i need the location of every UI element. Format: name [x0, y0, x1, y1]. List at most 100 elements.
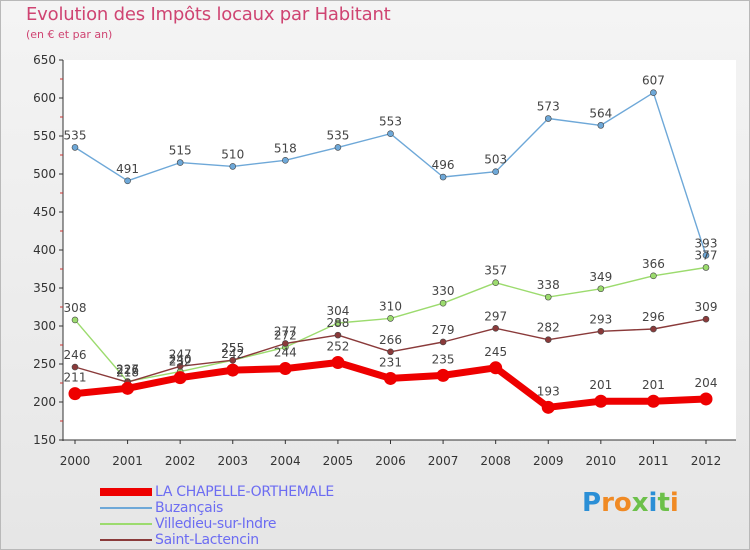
data-label: 338 [537, 278, 560, 292]
x-tick-label: 2003 [217, 454, 248, 468]
logo-letter: t [657, 488, 670, 518]
data-point [331, 355, 345, 369]
proxiti-logo: Proxiti [582, 488, 679, 518]
y-tick-label: 500 [33, 167, 56, 181]
legend-label: Saint-Lactencin [155, 532, 259, 548]
data-label: 330 [432, 284, 455, 298]
y-tick-label: 300 [33, 319, 56, 333]
data-point [702, 252, 710, 259]
data-point [173, 371, 187, 385]
x-tick-label: 2005 [323, 454, 354, 468]
data-label: 349 [589, 270, 612, 284]
x-tick-label: 2007 [428, 454, 459, 468]
x-tick-label: 2009 [533, 454, 564, 468]
x-tick-label: 2011 [638, 454, 669, 468]
data-point [71, 144, 79, 151]
data-point [282, 157, 289, 164]
data-point [387, 315, 394, 322]
legend-label: LA CHAPELLE-ORTHEMALE [155, 484, 334, 500]
data-label: 518 [274, 141, 297, 155]
data-label: 293 [589, 312, 612, 326]
data-point [387, 130, 394, 138]
data-point [699, 392, 713, 406]
data-point [282, 340, 289, 347]
data-point [387, 348, 394, 356]
data-label: 607 [642, 74, 665, 88]
data-label: 535 [326, 128, 349, 142]
data-label: 357 [484, 264, 507, 278]
chart-subtitle: (en € et par an) [26, 28, 113, 41]
data-point [544, 115, 552, 122]
data-label: 310 [379, 299, 402, 313]
y-tick-label: 400 [33, 243, 56, 257]
x-tick-label: 2012 [691, 454, 722, 468]
data-label: 235 [432, 352, 455, 366]
data-point [71, 363, 79, 371]
data-label: 393 [695, 236, 718, 250]
data-label: 553 [379, 115, 402, 129]
data-label: 366 [642, 257, 665, 271]
data-point [650, 325, 657, 333]
data-label: 503 [484, 153, 507, 167]
data-label: 297 [484, 309, 507, 323]
x-tick-label: 2002 [165, 454, 196, 468]
data-label: 246 [64, 348, 87, 362]
data-label: 201 [642, 378, 665, 392]
data-point [597, 122, 605, 129]
data-point [597, 285, 605, 293]
data-point [439, 173, 447, 181]
data-point [544, 336, 552, 343]
data-point [384, 371, 397, 385]
data-point [597, 328, 605, 335]
logo-letter: o [613, 488, 632, 518]
data-label: 227 [116, 362, 139, 376]
data-label: 245 [484, 345, 507, 359]
data-label: 288 [326, 316, 349, 330]
data-point [492, 168, 499, 176]
data-label: 304 [326, 304, 349, 318]
logo-letter: x [631, 488, 649, 518]
data-point [702, 264, 710, 271]
data-label: 244 [274, 346, 297, 360]
data-label: 255 [221, 341, 244, 355]
y-tick-label: 200 [33, 395, 56, 409]
data-point [71, 316, 79, 324]
data-point [68, 387, 82, 401]
data-label: 193 [537, 384, 560, 398]
data-point [489, 361, 503, 375]
data-label: 309 [695, 300, 718, 314]
legend-label: Buzançais [155, 500, 224, 516]
legend-swatch [100, 539, 152, 541]
x-tick-label: 2006 [375, 454, 406, 468]
data-label: 226 [116, 363, 139, 377]
data-label: 255 [221, 341, 244, 355]
data-point [702, 315, 710, 323]
data-point [226, 363, 240, 377]
data-label: 277 [274, 324, 297, 338]
x-tick-label: 2000 [60, 454, 91, 468]
data-label: 232 [169, 355, 192, 369]
x-tick-label: 2008 [480, 454, 511, 468]
legend-swatch [100, 488, 152, 496]
data-point [278, 362, 292, 376]
data-label: 272 [274, 328, 297, 342]
legend-label: Villedieu-sur-Indre [155, 516, 277, 532]
data-point [650, 89, 657, 96]
logo-letter: i [648, 488, 658, 518]
x-tick-label: 2004 [270, 454, 301, 468]
data-point [646, 394, 660, 408]
data-point [124, 177, 131, 185]
data-label: 266 [379, 333, 402, 347]
legend-swatch [100, 507, 152, 509]
data-label: 535 [64, 128, 87, 142]
y-tick-label: 650 [33, 53, 56, 67]
y-tick-label: 150 [33, 433, 56, 447]
y-tick-label: 550 [33, 129, 56, 143]
data-point [544, 293, 552, 301]
data-label: 510 [221, 147, 244, 161]
data-point [439, 338, 447, 346]
y-tick-label: 250 [33, 357, 56, 371]
y-tick-label: 600 [33, 91, 56, 105]
data-label: 279 [432, 323, 455, 337]
